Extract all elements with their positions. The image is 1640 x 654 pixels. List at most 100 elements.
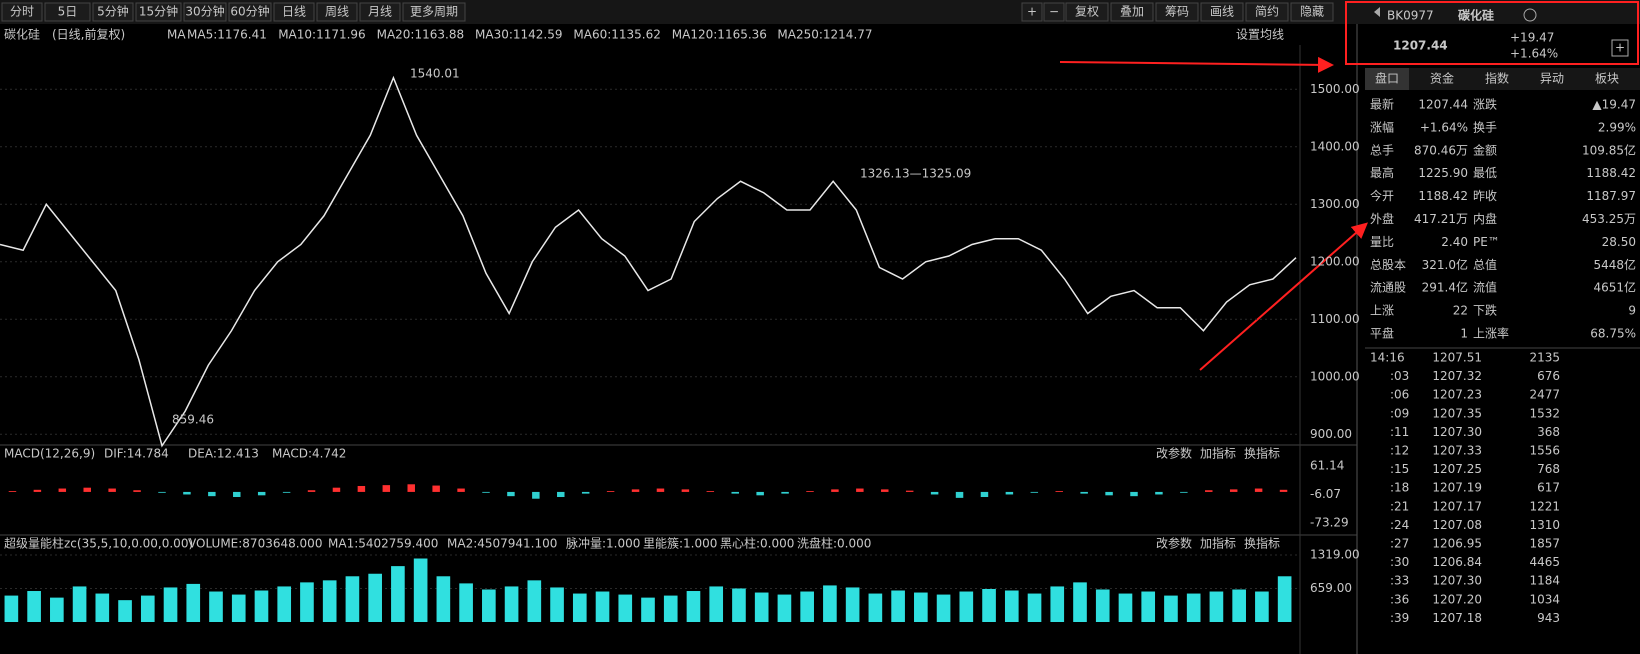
quote-value: 4651亿	[1593, 280, 1636, 295]
tab[interactable]: 异动	[1540, 72, 1564, 86]
macd-bar	[457, 488, 465, 492]
tool-button[interactable]	[1155, 2, 1199, 22]
macd-bar	[208, 491, 216, 497]
quote-value: ▲19.47	[1592, 98, 1636, 112]
prev-icon[interactable]	[1374, 7, 1380, 17]
period-label: 分时	[10, 5, 34, 19]
tool-button[interactable]	[1065, 2, 1109, 22]
quote-value: 291.4亿	[1422, 280, 1468, 295]
indicator-value: 脉冲量:1.000	[566, 536, 640, 551]
panel-button[interactable]: 加指标	[1200, 446, 1236, 461]
macd-bar	[282, 491, 291, 493]
panel-button[interactable]: 改参数	[1156, 536, 1192, 551]
macd-bar	[1080, 491, 1088, 494]
quote-label: 下跌	[1473, 303, 1497, 318]
y-tick-label: 1500.00	[1310, 82, 1360, 96]
tool-button[interactable]	[1110, 2, 1154, 22]
indicator-value: MA1:5402759.400	[328, 537, 438, 551]
quote-label: 涨跌	[1473, 97, 1497, 112]
volume-bar	[641, 597, 655, 622]
add-button[interactable]	[1611, 39, 1629, 57]
macd-bar	[581, 491, 590, 494]
macd-bar	[307, 490, 316, 492]
tick-price: 1207.20	[1432, 592, 1482, 606]
zoom-in[interactable]	[1021, 2, 1043, 22]
macd-bar	[357, 485, 366, 492]
quote-label: 总值	[1473, 257, 1497, 272]
tick-time: :09	[1390, 406, 1409, 420]
volume-bar	[504, 586, 519, 622]
panel-button[interactable]: 改参数	[1156, 446, 1192, 461]
period-button[interactable]	[92, 2, 134, 22]
volume-bar	[72, 586, 87, 622]
y-tick-label: 1000.00	[1310, 369, 1360, 383]
period-button[interactable]	[183, 2, 227, 22]
volume-bar	[663, 595, 678, 622]
tick-volume: 768	[1537, 462, 1560, 476]
period-button[interactable]	[316, 2, 358, 22]
zoom-out[interactable]	[1043, 2, 1065, 22]
period-button[interactable]	[359, 2, 401, 22]
tool-button[interactable]	[1290, 2, 1334, 22]
period-button[interactable]	[402, 2, 466, 22]
tick-time: :18	[1390, 481, 1409, 495]
code: BK0977	[1387, 9, 1434, 23]
panel-button[interactable]: 换指标	[1244, 446, 1280, 461]
indicator-value: MACD:4.742	[272, 447, 346, 461]
period-button[interactable]	[1, 2, 43, 22]
macd-bar	[781, 491, 789, 494]
volume-bar	[27, 591, 41, 622]
ma-value: MA120:1165.36	[672, 28, 767, 42]
period-label: 周线	[325, 5, 349, 19]
volume-bar	[1004, 590, 1019, 622]
volume-bar	[891, 590, 905, 622]
volume-bar	[732, 588, 746, 622]
info-icon[interactable]	[1523, 8, 1537, 22]
ma-value: MA250:1214.77	[777, 28, 872, 42]
macd-bar	[1030, 491, 1039, 493]
tick-price: 1207.35	[1432, 406, 1482, 420]
tab[interactable]: 板块	[1595, 72, 1619, 86]
macd-bar	[532, 491, 540, 499]
panel-button[interactable]: 换指标	[1244, 536, 1280, 551]
volume-bar	[1255, 591, 1269, 622]
tick-time: :15	[1390, 462, 1409, 476]
volume-bar	[118, 600, 132, 622]
settings-button[interactable]: 设置均线	[1236, 28, 1284, 42]
period-button[interactable]	[273, 2, 315, 22]
tab[interactable]: 指数	[1485, 71, 1509, 86]
tool-button[interactable]	[1200, 2, 1244, 22]
quote-value: 1187.97	[1586, 189, 1636, 203]
macd-bar	[382, 485, 391, 492]
volume-bar	[1186, 593, 1201, 622]
period-button[interactable]	[44, 2, 91, 22]
volume-bar	[1027, 593, 1042, 622]
tick-price: 1206.84	[1432, 555, 1482, 569]
tick-volume: 617	[1537, 481, 1560, 495]
tick-volume: 1532	[1529, 406, 1560, 420]
period-button[interactable]	[135, 2, 182, 22]
quote-label: 流通股	[1370, 281, 1406, 295]
macd-bar	[233, 491, 241, 498]
annotation-arrow	[1199, 222, 1369, 371]
period-label: 月线	[368, 5, 392, 19]
tick-price: 1207.51	[1432, 351, 1482, 365]
macd-bar	[681, 489, 690, 492]
panel-button[interactable]: 加指标	[1200, 536, 1236, 551]
y-tick-label: 1300.00	[1310, 197, 1360, 211]
macd-bar	[831, 489, 839, 492]
tab[interactable]: 盘口	[1375, 71, 1399, 86]
period-button[interactable]	[228, 2, 272, 22]
ma-value: MA20:1163.88	[377, 28, 465, 42]
change-pct: +1.64%	[1510, 47, 1558, 61]
quote-label: 流值	[1473, 280, 1497, 295]
volume-bar	[936, 594, 951, 622]
tool-button[interactable]	[1245, 2, 1289, 22]
tool-label: 筹码	[1165, 5, 1189, 19]
tool-label: 简约	[1255, 4, 1279, 19]
tick-price: 1207.19	[1432, 481, 1482, 495]
tab[interactable]: 资金	[1430, 71, 1454, 86]
macd-bar	[257, 491, 266, 496]
indicator-value: 黑心柱:0.000	[720, 536, 794, 551]
macd-bar	[83, 487, 91, 492]
